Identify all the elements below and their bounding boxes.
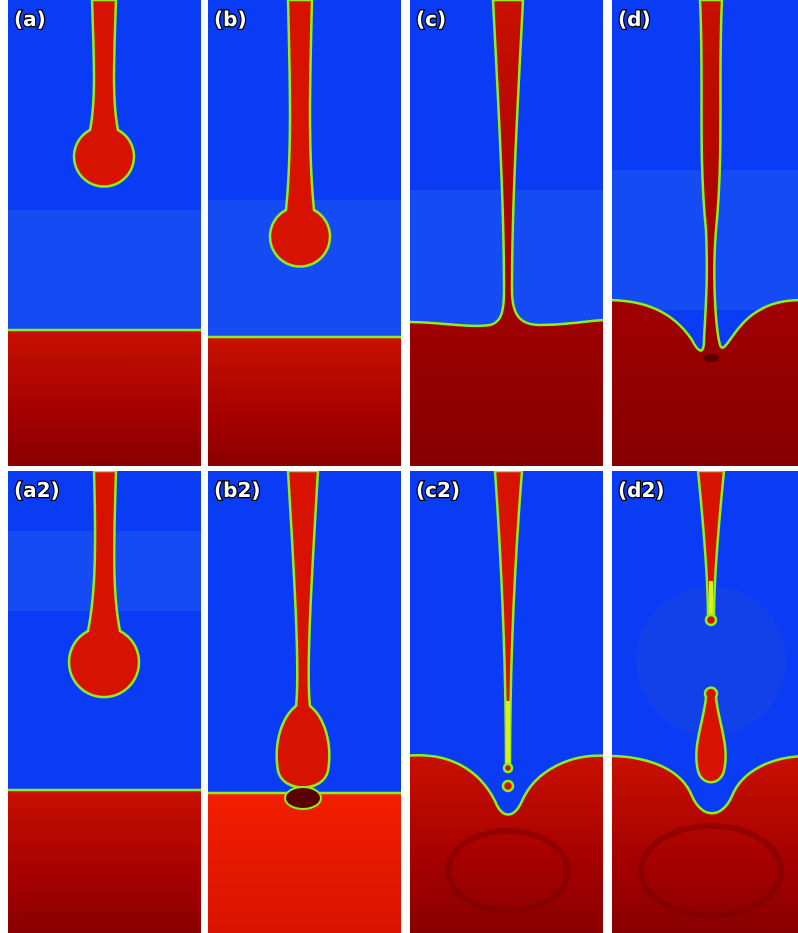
panel: (c) (405, 0, 608, 470)
panel: (b2) (203, 471, 406, 933)
panel: (a2) (3, 471, 206, 933)
panel: (d2) (607, 471, 798, 933)
panel-label: (d) (618, 7, 651, 31)
panel-label: (b) (214, 7, 247, 31)
panel-label: (b2) (214, 478, 261, 502)
panel-label: (c) (416, 7, 446, 31)
panel: (d) (607, 0, 798, 470)
panel-label: (c2) (416, 478, 460, 502)
panel: (c2) (405, 471, 608, 933)
figure: (a) (b) (c) (d) (a2) (b2) (c2) (d2) (0, 0, 798, 933)
panel-label: (d2) (618, 478, 665, 502)
panel-label: (a) (14, 7, 46, 31)
panel: (a) (3, 0, 206, 470)
panel-label: (a2) (14, 478, 60, 502)
panel: (b) (203, 0, 406, 477)
